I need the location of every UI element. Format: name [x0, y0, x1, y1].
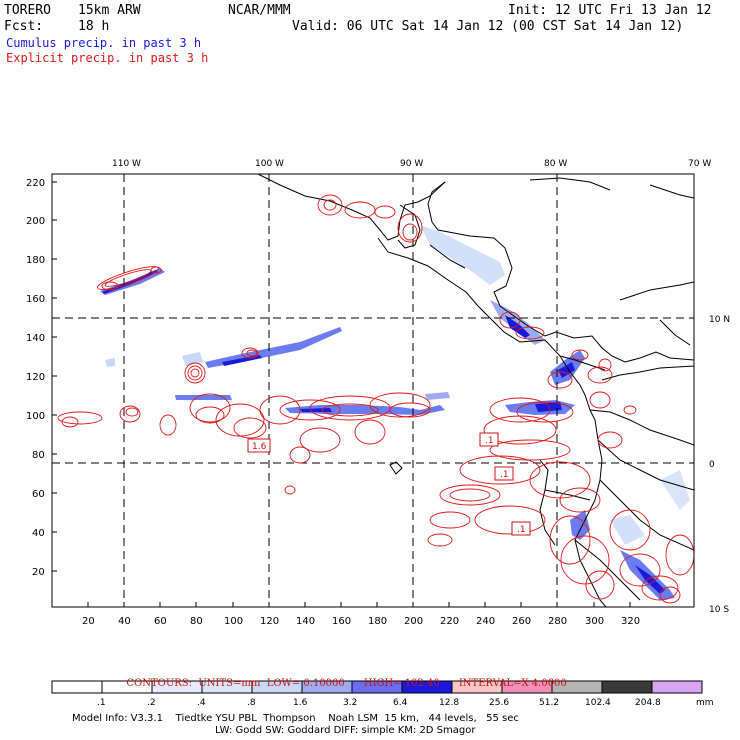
y-tick-label: 120 — [26, 372, 45, 383]
colorbar-label: 51.2 — [539, 698, 559, 708]
model-info-line2: LW: Godd SW: Goddard DIFF: simple KM: 2D… — [215, 725, 476, 736]
x-tick-label: 220 — [440, 616, 459, 627]
x-tick-label: 60 — [154, 616, 167, 627]
colorbar-label: .4 — [197, 698, 206, 708]
y-tick-label: 180 — [26, 255, 45, 266]
forecast-label: Fcst: — [4, 19, 44, 34]
colorbar-swatch — [51, 680, 103, 694]
x-tick-label: 300 — [585, 616, 604, 627]
organization: NCAR/MMM — [228, 3, 291, 18]
x-tick-label: 80 — [190, 616, 203, 627]
y-tick-label: 220 — [26, 178, 45, 189]
contour-label-0-1-a: .1 — [485, 436, 494, 446]
colorbar-label: 6.4 — [393, 698, 408, 708]
right-lat-labels: 10 N 0 10 S — [709, 315, 730, 615]
contours-title: CONTOURS: — [126, 678, 193, 689]
y-tick-label: 20 — [32, 567, 45, 578]
contour-label-0-1-c: .1 — [517, 525, 526, 535]
colorbar-label: 25.6 — [489, 698, 509, 708]
contours-caption: CONTOURS: UNITS=mm LOW= 0.10000 HIGH= 10… — [120, 667, 567, 689]
colorbar-swatch — [601, 680, 653, 694]
y-tick-label: 160 — [26, 294, 45, 305]
colorbar-label: 204.8 — [635, 698, 661, 708]
lon-label-90w: 90 W — [400, 159, 423, 169]
lat-lon-grid — [52, 174, 694, 607]
contour-label-0-1-b: .1 — [500, 470, 509, 480]
x-tick-label: 100 — [224, 616, 243, 627]
colorbar-label: 12.8 — [439, 698, 459, 708]
colorbar-label: 3.2 — [343, 698, 357, 708]
x-tick-label: 240 — [476, 616, 495, 627]
lon-label-110w: 110 W — [112, 159, 141, 169]
lat-label-10n: 10 N — [709, 315, 730, 325]
contours-units: UNITS=mm — [198, 678, 261, 689]
colorbar-label: 102.4 — [585, 698, 611, 708]
contours-interval: INTERVAL=X 4.0000 — [458, 678, 567, 689]
model-name: TORERO — [4, 3, 51, 18]
top-lon-labels: 110 W 100 W 90 W 80 W 70 W — [112, 159, 711, 169]
model-info-line1: Model Info: V3.3.1 Tiedtke YSU PBL Thomp… — [72, 713, 519, 724]
y-tick-label: 60 — [32, 489, 45, 500]
x-tick-label: 200 — [404, 616, 423, 627]
colorbar-swatches — [51, 680, 703, 694]
lon-label-100w: 100 W — [255, 159, 284, 169]
x-tick-label: 40 — [118, 616, 131, 627]
x-tick-label: 180 — [368, 616, 387, 627]
explicit-legend: Explicit precip. in past 3 h — [6, 51, 209, 65]
init-time: Init: 12 UTC Fri 13 Jan 12 — [508, 3, 712, 18]
colorbar: .1 .2 .4 .8 1.6 3.2 6.4 12.8 25.6 51.2 1… — [51, 680, 714, 708]
colorbar-units: mm — [696, 698, 714, 708]
map-frame — [51, 173, 695, 608]
y-tick-label: 100 — [26, 411, 45, 422]
x-tick-label: 320 — [621, 616, 640, 627]
y-axis: 220 200 180 160 140 120 100 80 60 40 20 — [26, 178, 57, 578]
valid-time: Valid: 06 UTC Sat 14 Jan 12 (00 CST Sat … — [292, 19, 684, 34]
contours-high: HIGH= 102.40 — [363, 678, 440, 689]
colorbar-label: 1.6 — [293, 698, 308, 708]
x-tick-label: 20 — [82, 616, 95, 627]
y-tick-label: 200 — [26, 216, 45, 227]
cumulus-shading — [100, 225, 690, 600]
lon-label-70w: 70 W — [688, 159, 711, 169]
x-tick-label: 260 — [512, 616, 531, 627]
colorbar-swatch — [651, 680, 703, 694]
cumulus-legend: Cumulus precip. in past 3 h — [6, 36, 202, 50]
lat-label-10s: 10 S — [709, 605, 729, 615]
resolution: 15km ARW — [78, 3, 141, 18]
colorbar-label: .2 — [147, 698, 156, 708]
y-tick-label: 80 — [32, 450, 45, 461]
x-tick-label: 140 — [296, 616, 315, 627]
lat-label-0: 0 — [709, 460, 715, 470]
x-tick-label: 160 — [332, 616, 351, 627]
explicit-contours — [57, 194, 694, 604]
x-tick-label: 120 — [260, 616, 279, 627]
lon-label-80w: 80 W — [544, 159, 567, 169]
contour-label-1-6: 1.6 — [252, 442, 267, 452]
y-tick-label: 40 — [32, 528, 45, 539]
y-tick-label: 140 — [26, 333, 45, 344]
contours-low: LOW= 0.10000 — [266, 678, 345, 689]
coastlines — [257, 174, 694, 607]
colorbar-label: .8 — [247, 698, 256, 708]
colorbar-label: .1 — [97, 698, 106, 708]
x-tick-label: 280 — [548, 616, 567, 627]
x-axis: 20 40 60 80 100 120 140 160 180 200 220 … — [82, 602, 640, 627]
forecast-hour: 18 h — [78, 19, 110, 34]
contour-value-labels: 1.6 .1 .1 .1 — [247, 432, 531, 536]
